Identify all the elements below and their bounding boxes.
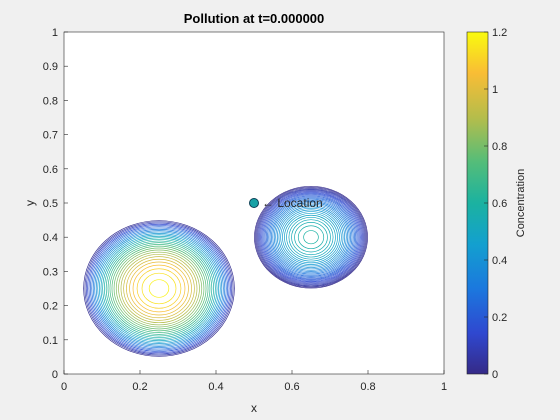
contour-line: [254, 185, 368, 289]
contour-line: [94, 230, 224, 347]
y-tick-label: 0.7: [43, 130, 58, 142]
chart-title: Pollution at t=0.000000: [184, 11, 325, 26]
contour-line: [109, 243, 209, 334]
contour-line: [265, 196, 357, 278]
contour-line: [255, 186, 367, 288]
contour-line: [105, 240, 213, 337]
x-tick-label: 0: [61, 381, 67, 393]
contour-line: [264, 195, 358, 279]
y-tick-label: 1: [52, 27, 58, 39]
contour-line: [126, 258, 192, 319]
contour-line: [273, 203, 349, 271]
contour-line: [268, 198, 354, 276]
y-tick-label: 0.1: [43, 335, 58, 347]
colorbar-tick-label: 0.4: [492, 255, 507, 267]
x-axis: 0 0.2 0.4 0.6 0.8 1: [61, 370, 447, 393]
contour-line: [84, 221, 234, 356]
contour-line: [111, 245, 207, 332]
contour-line: [280, 209, 342, 265]
contour-line: [256, 187, 366, 287]
contour-line: [284, 212, 338, 262]
contour-line: [102, 237, 216, 340]
contour-line: [148, 279, 170, 298]
contour-line: [97, 233, 221, 344]
contour-line: [267, 197, 355, 277]
contour-line: [275, 205, 347, 270]
colorbar-label: Concentration: [515, 169, 527, 238]
contour-line: [83, 220, 235, 357]
contour-line: [120, 253, 198, 324]
contour-line: [291, 219, 331, 256]
x-tick-label: 1: [441, 381, 447, 393]
contour-line: [276, 206, 346, 268]
contour-line: [87, 223, 231, 354]
contour-line: [271, 201, 351, 274]
contour-line: [113, 247, 205, 330]
contour-line: [91, 227, 227, 350]
contour-line: [272, 202, 350, 272]
y-tick-label: 0: [52, 369, 58, 381]
y-tick-label: 0.5: [43, 198, 58, 210]
contour-line: [136, 268, 182, 309]
x-tick-label: 0.4: [208, 381, 223, 393]
contour-line: [115, 249, 203, 328]
contour-line: [288, 216, 334, 258]
contour-line: [297, 225, 325, 250]
contour-line: [98, 234, 220, 343]
contour-line: [257, 188, 365, 286]
contour-line: [92, 228, 226, 349]
colorbar-tick-label: 1: [492, 84, 498, 96]
x-tick-label: 0.6: [284, 381, 299, 393]
contour-line: [260, 191, 362, 283]
y-tick-label: 0.8: [43, 95, 58, 107]
y-axis: 0 0.1 0.2 0.3 0.4 0.5 0.6 0.7 0.8 0.9 1: [43, 27, 68, 381]
contour-line: [89, 226, 229, 351]
y-tick-label: 0.3: [43, 266, 58, 278]
contour-line: [303, 230, 319, 245]
contour-line: [263, 194, 359, 280]
contour-line: [95, 231, 223, 346]
contour-line: [104, 238, 214, 339]
contour-line: [123, 256, 195, 321]
y-tick-label: 0.4: [43, 232, 58, 244]
contour-line: [278, 207, 344, 267]
contour-line: [88, 225, 230, 352]
colorbar-axis: 0 0.2 0.4 0.6 0.8 1 1.2: [484, 27, 507, 381]
contour-line: [258, 189, 364, 285]
contour-line: [118, 251, 200, 326]
contour-line: [129, 261, 189, 316]
x-tick-label: 0.2: [132, 381, 147, 393]
contour-line: [132, 264, 186, 313]
contour-line: [262, 193, 360, 281]
colorbar-tick-label: 0.2: [492, 312, 507, 324]
contour-line: [269, 199, 353, 275]
colorbar-tick-label: 0: [492, 369, 498, 381]
contour-line: [100, 235, 218, 342]
contour-line: [261, 192, 361, 282]
x-axis-label: x: [251, 401, 257, 415]
colorbar-tick-label: 1.2: [492, 27, 507, 39]
contour-line: [259, 190, 363, 284]
x-tick-label: 0.8: [360, 381, 375, 393]
contour-line: [85, 222, 233, 355]
y-tick-label: 0.2: [43, 301, 58, 313]
y-tick-label: 0.6: [43, 164, 58, 176]
y-axis-label: y: [23, 200, 37, 206]
location-marker: [249, 198, 259, 208]
location-annotation: ← Location: [262, 196, 323, 210]
contour-line: [141, 272, 177, 305]
contour-line: [294, 222, 328, 253]
contour-line: [286, 214, 336, 260]
contour-line: [282, 211, 340, 264]
colorbar-tick-label: 0.6: [492, 198, 507, 210]
contour-lines: [83, 185, 368, 357]
colorbar-tick-label: 0.8: [492, 141, 507, 153]
y-tick-label: 0.9: [43, 61, 58, 73]
contour-line: [107, 242, 211, 335]
